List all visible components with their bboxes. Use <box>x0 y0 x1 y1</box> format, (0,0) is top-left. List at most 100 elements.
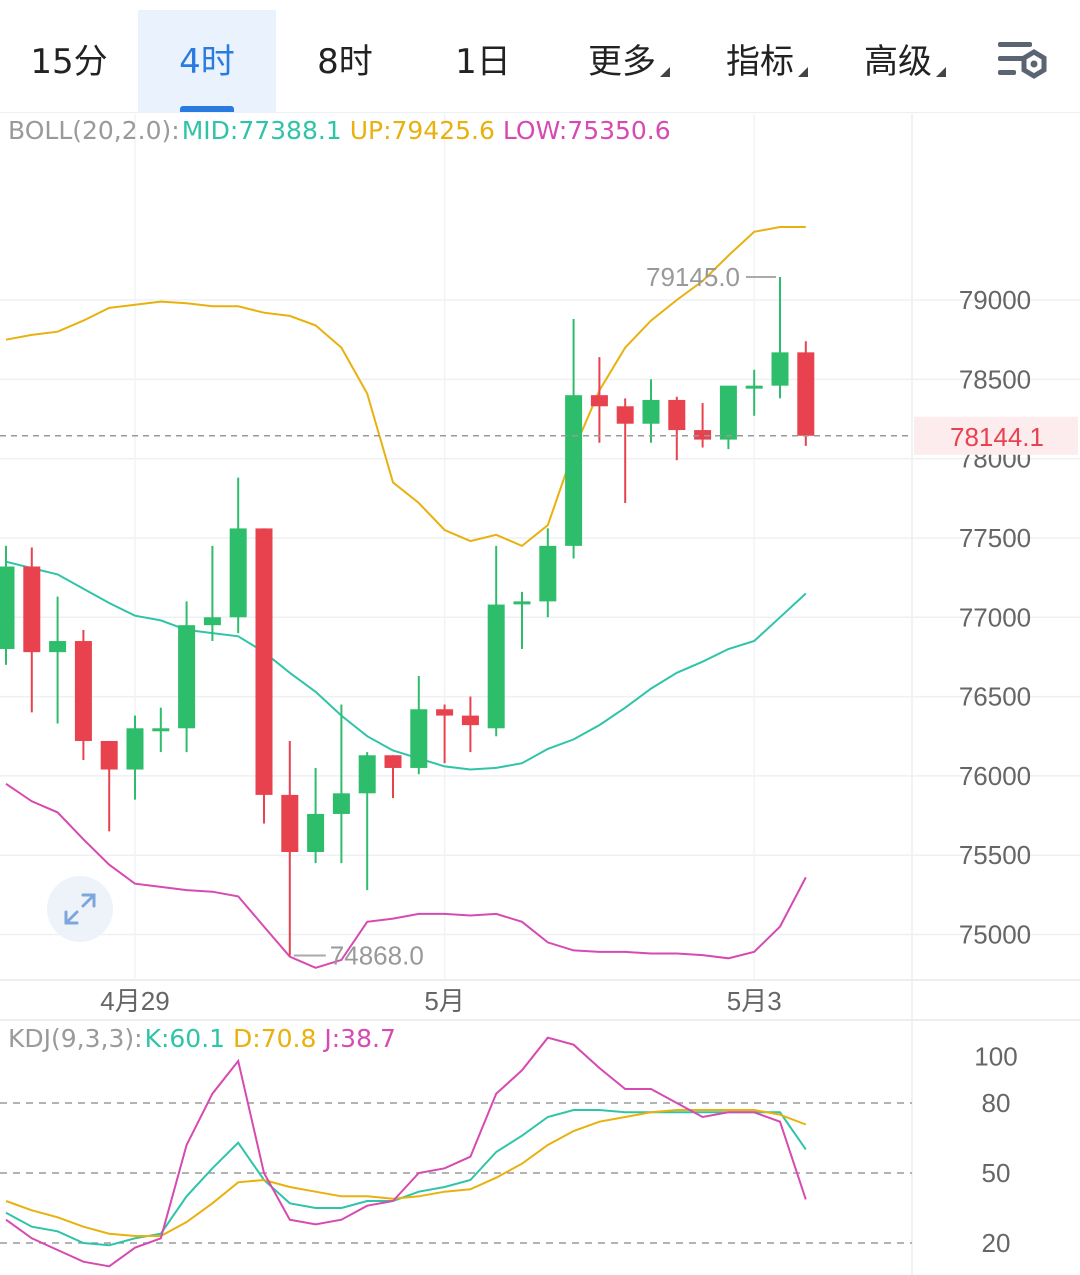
boll-legend-name: BOLL(20,2.0): <box>8 116 180 145</box>
dropdown-triangle-icon <box>936 67 946 77</box>
candle-body <box>745 385 763 389</box>
boll-low-line <box>5 782 807 969</box>
candle-body <box>436 709 454 716</box>
candle[interactable] <box>797 341 815 446</box>
candle-body <box>487 604 505 729</box>
kdj-panel: 20 50 80 100 <box>0 1036 1018 1268</box>
tab-indicators[interactable]: 指标 <box>698 10 836 112</box>
candle[interactable] <box>539 528 557 618</box>
price-tick-label: 77500 <box>959 523 1031 553</box>
candle[interactable] <box>74 629 92 761</box>
candle[interactable] <box>358 752 376 891</box>
candle[interactable] <box>513 591 531 649</box>
high-price-label: 79145.0 <box>646 262 740 292</box>
candle-body <box>461 715 479 726</box>
candle-body <box>100 740 118 770</box>
current-price-tag <box>914 416 1078 455</box>
candle[interactable] <box>719 385 737 450</box>
candle[interactable] <box>126 715 144 800</box>
boll-legend: BOLL(20,2.0):MID:77388.1 UP:79425.6 LOW:75… <box>8 116 679 145</box>
tab-advanced[interactable]: 高级 <box>836 10 974 112</box>
tab-label: 4时 <box>179 42 235 82</box>
kdj-tick-label: 100 <box>974 1041 1017 1071</box>
candle-body <box>23 566 41 653</box>
kdj-legend-d: D:70.8 <box>233 1024 317 1053</box>
candle[interactable] <box>0 545 15 665</box>
candle-body <box>358 755 376 794</box>
candle[interactable] <box>152 707 170 753</box>
boll-mid-line <box>5 560 807 771</box>
candle-body <box>49 641 67 653</box>
tab-more[interactable]: 更多 <box>560 10 698 112</box>
kdj-d-line <box>5 1109 807 1237</box>
tab-8hour[interactable]: 8时 <box>276 10 414 112</box>
candle[interactable] <box>668 396 686 461</box>
kdj-legend-name: KDJ(9,3,3): <box>8 1024 143 1053</box>
boll-up-line <box>5 226 806 548</box>
candle[interactable] <box>49 596 67 724</box>
kdj-legend: KDJ(9,3,3):K:60.1 D:70.8 J:38.7 <box>8 1024 404 1053</box>
price-tick-label: 76500 <box>959 682 1031 712</box>
candle-body <box>74 641 92 741</box>
candle-body <box>771 352 789 386</box>
candle-body <box>616 406 634 424</box>
candle[interactable] <box>616 398 634 504</box>
kdj-tick-label: 80 <box>982 1088 1011 1118</box>
candle[interactable] <box>307 767 325 864</box>
candle-body <box>307 813 325 853</box>
candle[interactable] <box>178 601 196 753</box>
candle-body <box>797 352 815 436</box>
chart-gridlines <box>0 114 1080 1275</box>
candle[interactable] <box>332 704 350 864</box>
time-tick-label: 4月29 <box>100 986 169 1016</box>
tab-4hour[interactable]: 4时 <box>138 10 276 112</box>
price-tick-label: 76000 <box>959 761 1031 791</box>
active-tab-indicator <box>180 106 234 112</box>
candle[interactable] <box>255 528 273 824</box>
kdj-legend-j: J:38.7 <box>324 1024 396 1053</box>
candle[interactable] <box>565 319 583 559</box>
tab-1day[interactable]: 1日 <box>414 10 552 112</box>
candlesticks <box>0 276 815 956</box>
candle[interactable] <box>384 755 402 799</box>
candle-body <box>668 399 686 431</box>
kdj-tick-label: 20 <box>982 1228 1011 1258</box>
candle-body <box>539 545 557 602</box>
candle[interactable] <box>745 369 763 416</box>
kdj-j-line <box>5 1036 807 1268</box>
time-tick-label: 5月 <box>424 986 464 1016</box>
kdj-tick-label: 50 <box>982 1158 1011 1188</box>
candle[interactable] <box>694 403 712 448</box>
candle[interactable] <box>281 740 299 956</box>
candle[interactable] <box>771 276 789 399</box>
dropdown-triangle-icon <box>798 67 808 77</box>
candle-body <box>229 528 247 618</box>
price-tick-label: 75000 <box>959 920 1031 950</box>
price-tick-label: 77000 <box>959 602 1031 632</box>
candle[interactable] <box>410 675 428 775</box>
current-price-label: 78144.1 <box>950 422 1044 452</box>
candle[interactable] <box>642 379 660 443</box>
boll-legend-low: LOW:75350.6 <box>502 116 671 145</box>
candle[interactable] <box>436 704 454 764</box>
candle[interactable] <box>461 696 479 753</box>
candle[interactable] <box>100 740 118 832</box>
candle[interactable] <box>487 545 505 737</box>
candle-body <box>0 566 15 649</box>
candle[interactable] <box>229 477 247 634</box>
tab-15min[interactable]: 15分 <box>0 10 138 112</box>
chart-settings-icon[interactable] <box>994 36 1050 92</box>
bollinger-bands <box>5 226 807 969</box>
candle-body <box>281 794 299 853</box>
candle-body <box>642 399 660 424</box>
candle[interactable] <box>23 547 41 713</box>
candle-body <box>203 617 221 626</box>
price-tick-label: 78500 <box>959 364 1031 394</box>
tab-label: 15分 <box>30 42 108 82</box>
candle-body <box>384 755 402 768</box>
expand-arrows-icon[interactable] <box>47 876 113 942</box>
price-tick-label: 79000 <box>959 285 1031 315</box>
candle[interactable] <box>590 357 608 443</box>
candle[interactable] <box>203 545 221 642</box>
